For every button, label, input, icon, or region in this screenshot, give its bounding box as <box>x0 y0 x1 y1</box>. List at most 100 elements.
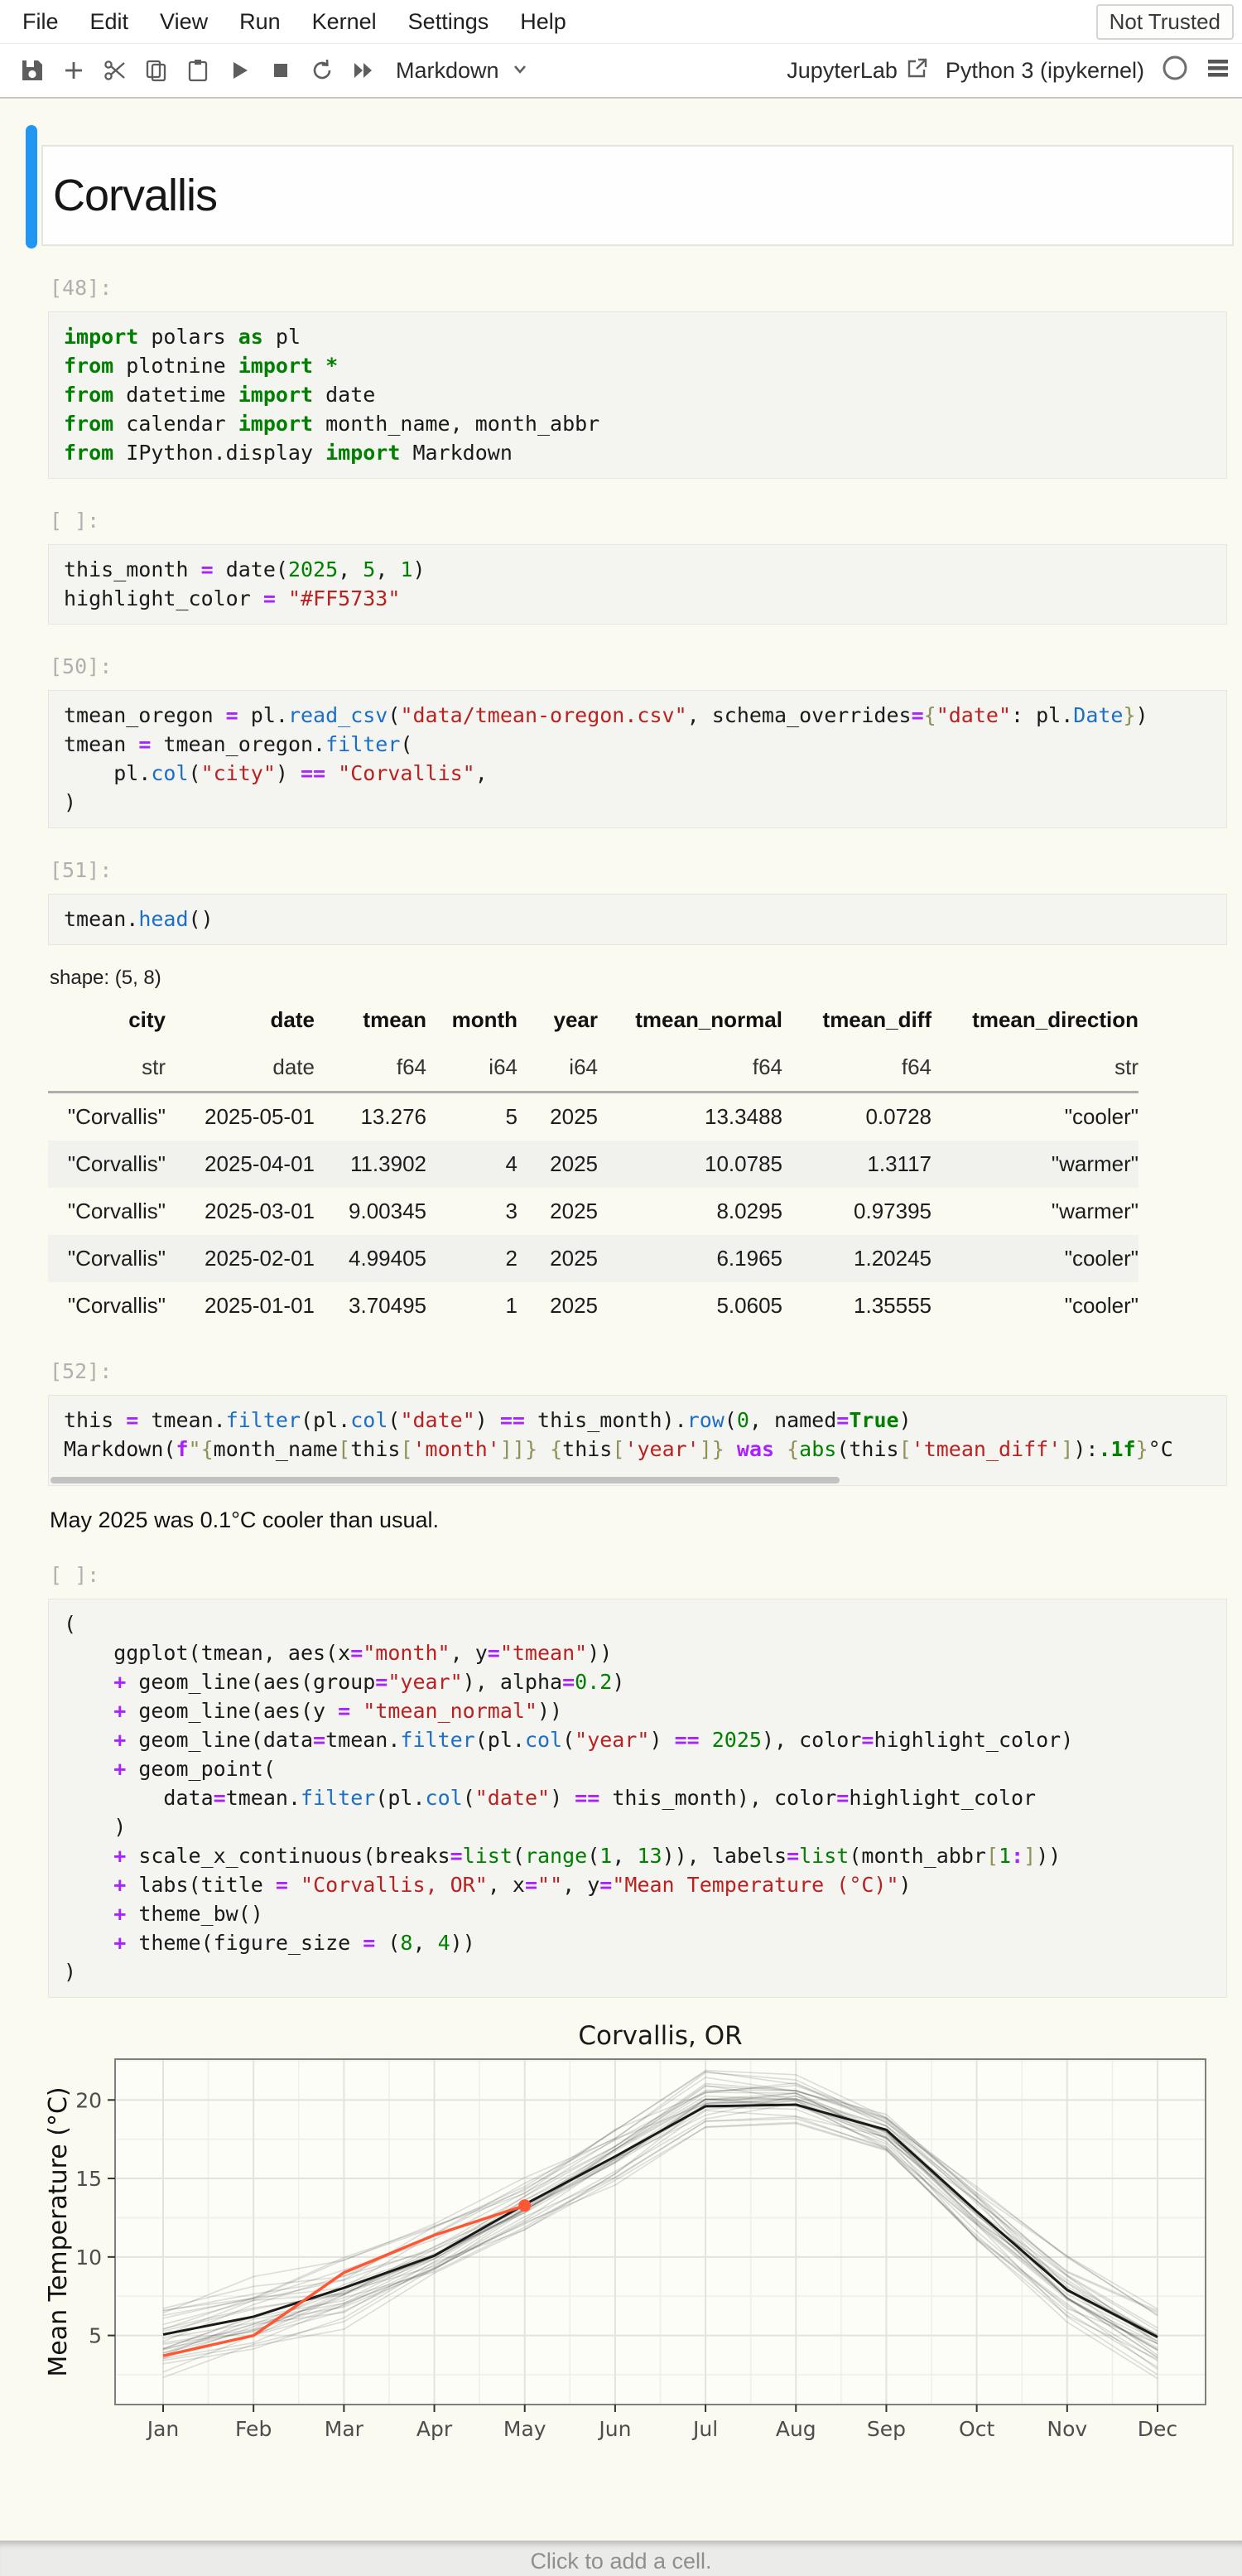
column-header: tmean_normal <box>635 1007 782 1032</box>
x-tick-label: Oct <box>959 2417 994 2441</box>
panel-border <box>114 2058 1206 2405</box>
code-line: + geom_line(aes(y = "tmean_normal")) <box>64 1699 563 1723</box>
table-cell: 9.00345 <box>349 1199 426 1223</box>
horizontal-scrollbar[interactable] <box>51 1477 840 1483</box>
hamburger-menu-icon[interactable] <box>1206 55 1230 86</box>
run-all-button[interactable] <box>343 49 384 92</box>
paste-icon <box>185 58 210 83</box>
restart-button[interactable] <box>301 49 343 92</box>
copy-button[interactable] <box>136 49 177 92</box>
menu-item-help[interactable]: Help <box>520 8 566 34</box>
column-header: date <box>270 1007 315 1032</box>
dataframe-table: city date tmean month year tmean_normal tmean_… <box>48 996 1138 1329</box>
table-cell: 5.0605 <box>716 1293 782 1318</box>
code-line: ( <box>64 1612 77 1636</box>
cell-type-dropdown[interactable]: Markdown <box>396 58 529 84</box>
table-cell: 2025-02-01 <box>205 1246 315 1271</box>
run-all-icon <box>351 58 376 83</box>
menubar-items: File Edit View Run Kernel Settings Help <box>7 9 582 35</box>
toolbar-icons <box>12 49 384 92</box>
table-row: "Corvallis" 2025-01-01 3.70495 1 2025 5.0605 1… <box>48 1282 1138 1329</box>
menu-item-settings[interactable]: Settings <box>407 8 489 34</box>
add-cell-footer[interactable]: Click to add a cell. <box>0 2540 1242 2576</box>
table-cell: 2025 <box>550 1104 598 1129</box>
dataframe-header-row: city date tmean month year tmean_normal tmean_… <box>48 996 1138 1044</box>
table-cell: 2 <box>505 1246 518 1271</box>
run-button[interactable] <box>219 49 260 92</box>
code-line: this = tmean.filter(pl.col("date") == th… <box>64 1408 912 1432</box>
table-row: "Corvallis" 2025-04-01 11.3902 4 2025 10.0785… <box>48 1141 1138 1188</box>
code-line: data=tmean.filter(pl.col("date") == this… <box>64 1786 1037 1810</box>
x-tick-label: Dec <box>1138 2417 1177 2441</box>
code-line: this_month = date(2025, 5, 1) <box>64 557 426 581</box>
table-cell: 4.99405 <box>349 1246 426 1271</box>
code-cell[interactable]: this_month = date(2025, 5, 1) highlight_c… <box>48 544 1227 625</box>
menu-item-edit[interactable]: Edit <box>89 8 129 34</box>
code-line: highlight_color = "#FF5733" <box>64 586 401 610</box>
chart-title: Corvallis, OR <box>578 2021 742 2051</box>
table-cell: 13.3488 <box>705 1104 782 1129</box>
markdown-cell-body[interactable]: Corvallis <box>41 145 1234 246</box>
x-tick-label: Jul <box>691 2417 718 2441</box>
markdown-cell[interactable]: Corvallis <box>26 125 1234 248</box>
code-cell[interactable]: tmean.head() <box>48 894 1227 945</box>
series-tmean_normal <box>162 2103 1158 2338</box>
x-tick-label: Jan <box>146 2417 180 2441</box>
chart-output: Jan Feb Mar Apr May Jun Jul Aug Sep Oct Nov Dec 5 10 1… <box>44 2018 1234 2459</box>
code-cell[interactable]: tmean_oregon = pl.read_csv("data/tmean-o… <box>48 690 1227 828</box>
menu-item-view[interactable]: View <box>160 8 209 34</box>
jupyterlab-link[interactable]: JupyterLab <box>787 56 929 85</box>
column-dtype: i64 <box>569 1054 598 1079</box>
code-line: from plotnine import * <box>64 354 339 378</box>
cell-prompt: [ ]: <box>50 509 100 533</box>
save-button[interactable] <box>12 49 53 92</box>
y-tick-label: 15 <box>75 2167 102 2191</box>
code-line: from IPython.display import Markdown <box>64 441 513 465</box>
dataframe-shape-label: shape: (5, 8) <box>50 967 161 989</box>
stop-button[interactable] <box>260 49 301 92</box>
code-line: tmean.head() <box>64 907 214 931</box>
kernel-name[interactable]: Python 3 (ipykernel) <box>945 57 1144 83</box>
table-cell: 0.97395 <box>854 1199 932 1223</box>
cell-prompt: [51]: <box>50 858 113 882</box>
trust-badge[interactable]: Not Trusted <box>1095 4 1234 40</box>
column-header: city <box>128 1007 166 1032</box>
paste-button[interactable] <box>177 49 219 92</box>
restart-icon <box>310 58 335 83</box>
code-line: + geom_point( <box>64 1757 276 1781</box>
cell-prompt: [50]: <box>50 654 113 678</box>
add-button[interactable] <box>53 49 94 92</box>
code-line: from datetime import date <box>64 383 376 407</box>
code-line: + geom_line(aes(group="year"), alpha=0.2… <box>64 1670 625 1694</box>
column-dtype: str <box>142 1054 166 1079</box>
code-line: ) <box>64 1960 77 1984</box>
table-cell: "warmer" <box>1051 1199 1138 1223</box>
table-cell: 1.20245 <box>854 1246 932 1271</box>
x-tick-label: Aug <box>776 2417 816 2441</box>
code-cell[interactable]: import polars as pl from plotnine import … <box>48 311 1227 479</box>
code-line: ) <box>64 790 77 814</box>
table-cell: 4 <box>505 1151 518 1176</box>
table-cell: "cooler" <box>1064 1104 1138 1129</box>
cell-prompt: [ ]: <box>50 1563 100 1587</box>
kernel-status-icon[interactable] <box>1161 54 1189 88</box>
menu-item-run[interactable]: Run <box>239 8 281 34</box>
menu-item-kernel[interactable]: Kernel <box>311 8 377 34</box>
cut-button[interactable] <box>94 49 136 92</box>
code-line: import polars as pl <box>64 325 301 349</box>
code-line: + scale_x_continuous(breaks=list(range(1… <box>64 1844 1061 1868</box>
code-cell[interactable]: ( ggplot(tmean, aes(x="month", y="tmean"… <box>48 1599 1227 1998</box>
copy-icon <box>144 58 169 83</box>
code-line: ) <box>64 1815 127 1839</box>
x-tick-label: May <box>503 2417 546 2441</box>
x-tick-label: Apr <box>416 2417 453 2441</box>
column-dtype: date <box>272 1054 315 1079</box>
jupyterlab-label: JupyterLab <box>787 57 898 83</box>
notebook-title: Corvallis <box>53 171 218 220</box>
table-cell: "cooler" <box>1064 1293 1138 1318</box>
table-cell: 2025 <box>550 1246 598 1271</box>
table-row: "Corvallis" 2025-02-01 4.99405 2 2025 6.1965 1… <box>48 1235 1138 1282</box>
table-cell: "cooler" <box>1064 1246 1138 1271</box>
menu-item-file[interactable]: File <box>22 8 59 34</box>
code-cell[interactable]: this = tmean.filter(pl.col("date") == th… <box>48 1395 1227 1486</box>
